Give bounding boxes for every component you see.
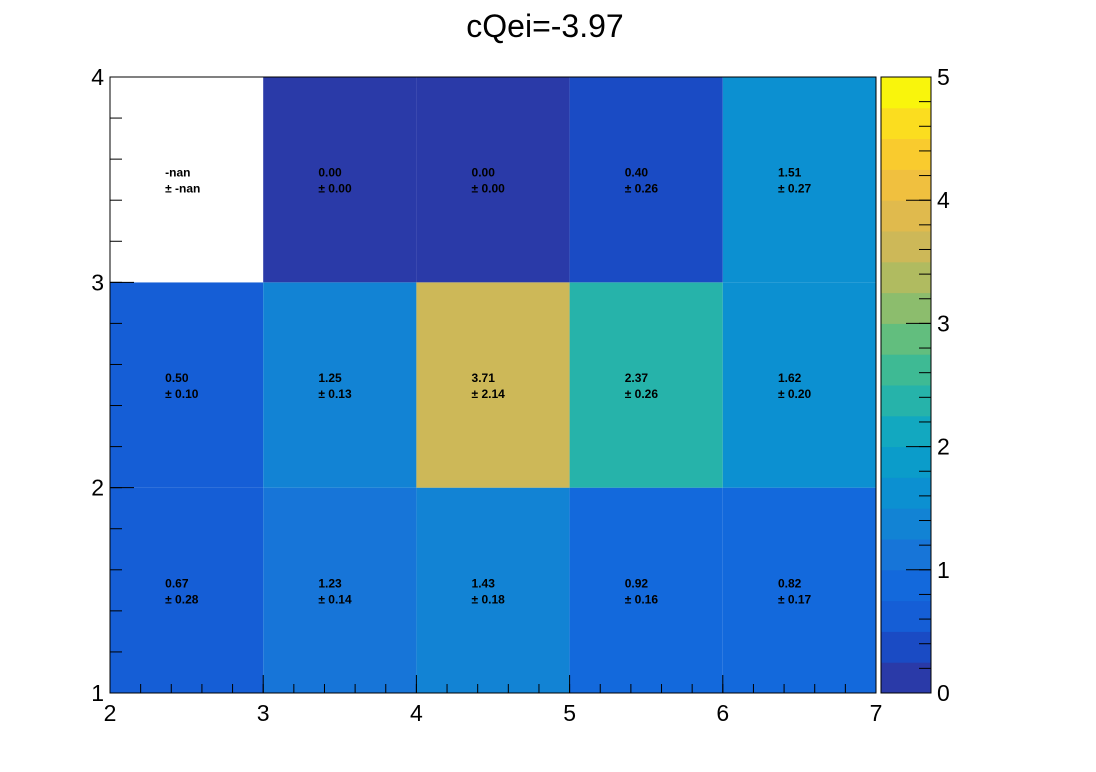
colorbar-segment	[881, 138, 931, 170]
cell-value-label: 1.25	[318, 371, 342, 385]
heatmap-cell	[569, 282, 723, 488]
cell-labels: 0.67 ± 0.28 1.23 ± 0.14 1.43 ± 0.18 0.92 ± 0.16…	[165, 166, 811, 607]
colorbar-segment	[881, 415, 931, 448]
y-tick-label: 3	[91, 269, 104, 295]
colorbar-segment	[881, 662, 931, 694]
cell-value-label: 1.23	[318, 576, 342, 590]
cell-value-label: 0.00	[472, 166, 496, 180]
colorbar-segment	[881, 508, 931, 540]
cell-error-label: ± 0.00	[472, 182, 506, 196]
cell-error-label: ± 0.28	[165, 592, 199, 606]
cell-value-label: 0.67	[165, 576, 189, 590]
y-tick-label: 4	[91, 64, 104, 90]
colorbar-segment	[881, 446, 931, 478]
heatmap-cell	[416, 282, 570, 488]
colorbar-tick-label: 5	[937, 64, 950, 90]
cell-value-label: 0.92	[625, 576, 649, 590]
cell-error-label: ± 0.20	[778, 387, 812, 401]
y-tick-label: 2	[91, 475, 104, 501]
cell-error-label: ± 0.10	[165, 387, 199, 401]
colorbar-segment	[881, 477, 931, 509]
cell-value-label: 0.40	[625, 166, 649, 180]
colorbar-segment	[881, 261, 931, 294]
cell-value-label: 1.62	[778, 371, 802, 385]
cell-value-label: 0.82	[778, 576, 802, 590]
cell-value-label: 0.00	[318, 166, 342, 180]
heatmap-cell	[110, 282, 264, 488]
colorbar-segment	[881, 354, 931, 386]
x-tick-label: 6	[716, 700, 729, 726]
colorbar-tick-label: 4	[937, 187, 950, 213]
chart-title: cQei=-3.97	[466, 8, 623, 44]
colorbar-tick-label: 2	[937, 434, 950, 460]
heatmap-cell	[722, 282, 876, 488]
colorbar-segment	[881, 631, 931, 663]
cell-value-label: 2.37	[625, 371, 649, 385]
colorbar-segment	[881, 200, 931, 232]
cell-error-label: ± -nan	[165, 182, 200, 196]
colorbar-tick-label: 3	[937, 310, 950, 336]
cell-value-label: 3.71	[472, 371, 496, 385]
colorbar-segment	[881, 569, 931, 602]
heatmap-cells	[110, 77, 876, 693]
heatmap-cell	[416, 487, 570, 693]
colorbar-segment	[881, 385, 931, 417]
cell-error-label: ± 2.14	[472, 387, 506, 401]
cell-error-label: ± 0.18	[472, 592, 506, 606]
cell-error-label: ± 0.26	[625, 387, 659, 401]
cell-error-label: ± 0.27	[778, 182, 812, 196]
colorbar-segment	[881, 323, 931, 355]
cell-error-label: ± 0.13	[318, 387, 352, 401]
x-tick-label: 4	[410, 700, 423, 726]
colorbar-tick-label: 1	[937, 557, 950, 583]
plot-frame	[109, 76, 877, 694]
heatmap-cell	[263, 77, 417, 283]
cell-error-label: ± 0.14	[318, 592, 352, 606]
cell-value-label: -nan	[165, 166, 190, 180]
y-tick-label: 1	[91, 680, 104, 706]
x-tick-label: 3	[257, 700, 270, 726]
y-axis: 1 2 3 4	[91, 64, 134, 706]
colorbar-segment	[881, 231, 931, 263]
heatmap-cell	[110, 77, 264, 283]
cell-value-label: 1.51	[778, 166, 802, 180]
heatmap-cell	[722, 77, 876, 283]
heatmap-cell	[110, 487, 264, 693]
cell-error-label: ± 0.17	[778, 592, 812, 606]
colorbar-segment	[881, 77, 931, 109]
heatmap-cell	[722, 487, 876, 693]
x-tick-label: 5	[563, 700, 576, 726]
colorbar: 0 1 2 3 4 5	[880, 64, 950, 706]
cell-error-label: ± 0.16	[625, 592, 659, 606]
colorbar-segment	[881, 107, 931, 140]
heatmap-cell	[263, 282, 417, 488]
heatmap-cell	[416, 77, 570, 283]
cell-value-label: 1.43	[472, 576, 496, 590]
colorbar-segment	[881, 169, 931, 201]
x-axis: 2 3 4 5 6 7	[104, 675, 883, 726]
x-tick-label: 7	[870, 700, 883, 726]
x-tick-label: 2	[104, 700, 117, 726]
heatmap-cell	[569, 77, 723, 283]
colorbar-segment	[881, 292, 931, 324]
cell-error-label: ± 0.26	[625, 182, 659, 196]
cell-error-label: ± 0.00	[318, 182, 352, 196]
cell-value-label: 0.50	[165, 371, 189, 385]
colorbar-segment	[881, 600, 931, 632]
colorbar-tick-label: 0	[937, 680, 950, 706]
colorbar-segment	[881, 539, 931, 571]
heatmap-cell	[569, 487, 723, 693]
heatmap-cell	[263, 487, 417, 693]
